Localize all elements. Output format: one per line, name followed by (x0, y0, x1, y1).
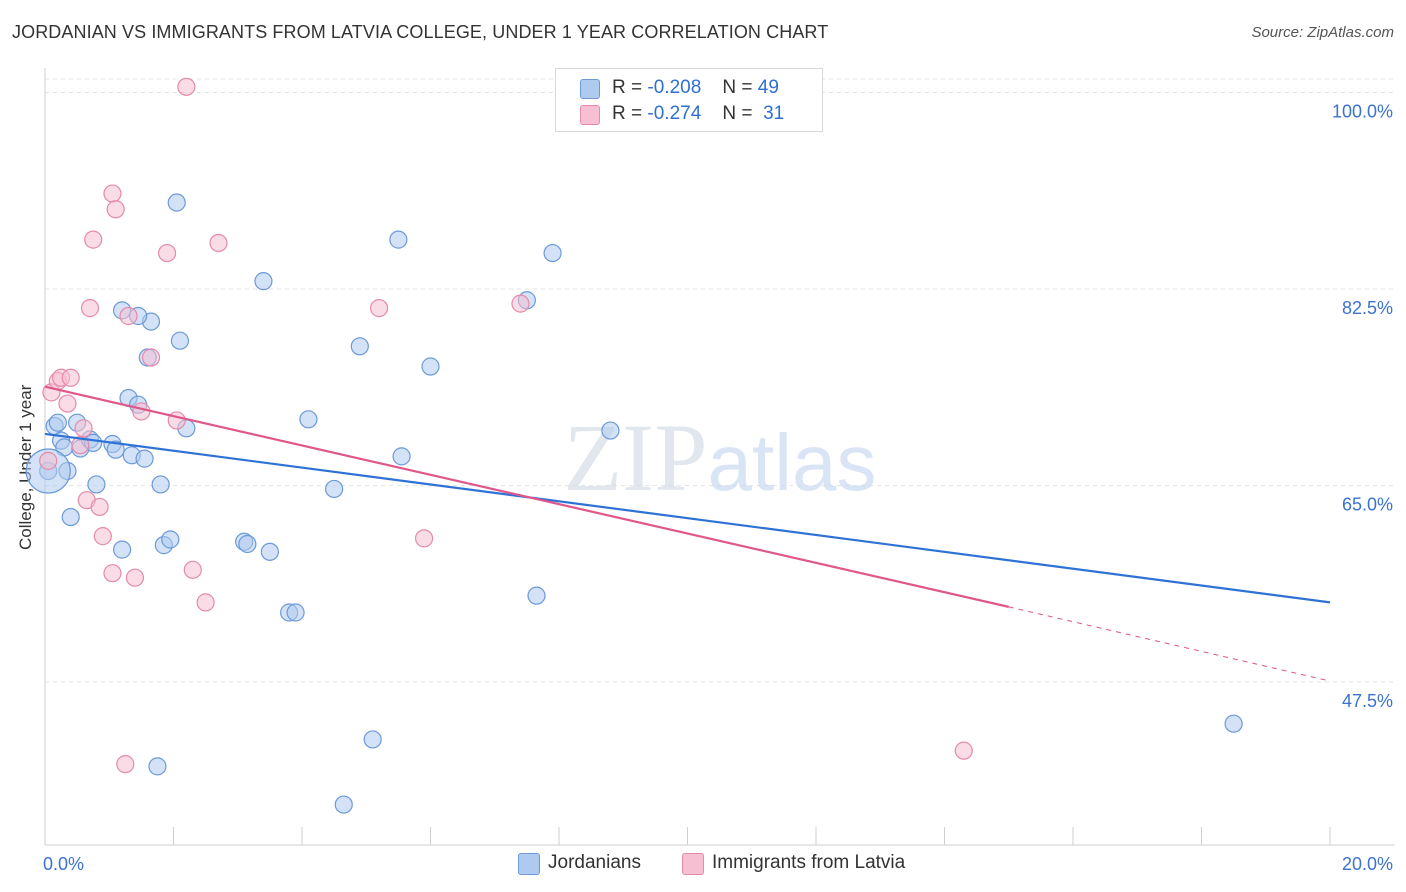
jordanian-point (260, 542, 279, 561)
latvia-point (954, 741, 973, 760)
jordanian-point (87, 475, 106, 494)
latvia-point (74, 419, 93, 438)
jordanian-point (167, 193, 186, 212)
legend-r-value: -0.274 (647, 103, 702, 124)
legend-swatch-pink (580, 105, 600, 125)
legend-swatch-blue (580, 79, 600, 99)
watermark: ZIPatlas (564, 404, 877, 511)
latvia-point (196, 593, 215, 612)
watermark-zip: ZIP (564, 404, 708, 511)
latvia-point (183, 560, 202, 579)
latvia-point (141, 348, 161, 367)
jordanian-point (363, 730, 382, 749)
y-tick-labels: 47.5% 65.0% 82.5% 100.0% (1332, 101, 1393, 711)
latvia-point (93, 527, 112, 546)
watermark-atlas: atlas (708, 418, 877, 507)
bottom-legend-label: Jordanians (548, 852, 641, 873)
chart-title: JORDANIAN VS IMMIGRANTS FROM LATVIA COLL… (12, 22, 829, 42)
bottom-legend-label: Immigrants from Latvia (712, 852, 906, 873)
jordanian-point (543, 243, 562, 263)
jordanian-point (61, 507, 80, 527)
legend-n-value: 49 (757, 77, 779, 98)
jordanian-point (238, 534, 257, 554)
jordanian-point (254, 272, 273, 291)
latvia-trend-line (44, 385, 1009, 608)
legend-r-label: R = (612, 77, 643, 98)
bottom-legend-swatch-blue (518, 853, 540, 875)
y-tick-label: 100.0% (1332, 101, 1393, 121)
legend-n-label: N = (722, 103, 753, 124)
jordanian-point (299, 410, 318, 429)
latvia-point (90, 497, 109, 517)
latvia-point (511, 294, 530, 313)
latvia-point (61, 368, 80, 387)
x-tick-labels: 0.0% 20.0% (43, 854, 1393, 874)
jordanian-point (1224, 714, 1243, 733)
legend-n-label: N = (722, 77, 753, 98)
latvia-point (80, 299, 100, 318)
jordanian-point (334, 795, 353, 814)
jordanian-large-point (25, 448, 71, 494)
jordanian-point (106, 440, 125, 459)
jordanian-point (601, 421, 620, 440)
jordanian-point (170, 331, 190, 350)
jordanian-point (48, 413, 67, 432)
x-tick-label: 0.0% (43, 854, 84, 874)
latvia-point (157, 243, 177, 263)
jordanian-trend-line (44, 432, 1331, 604)
legend-r-label: R = (612, 103, 643, 124)
y-tick-label: 65.0% (1342, 495, 1393, 515)
axes (44, 68, 1395, 846)
latvia-point (106, 200, 125, 219)
latvia-point (132, 402, 151, 421)
jordanian-point (350, 337, 369, 356)
latvia-point (103, 564, 122, 583)
jordanian-point (148, 757, 167, 776)
x-tick-label: 20.0% (1342, 854, 1393, 874)
latvia-point (209, 233, 228, 253)
jordanian-point (392, 447, 411, 466)
y-tick-label: 82.5% (1342, 298, 1393, 318)
y-tick-label: 47.5% (1342, 691, 1393, 711)
legend-n-value: 31 (763, 103, 785, 124)
jordanian-point (421, 357, 440, 376)
latvia-point (177, 77, 196, 96)
latvia-point (119, 306, 138, 326)
trend-lines (44, 385, 1331, 682)
data-points (25, 77, 1243, 814)
jordanian-point (286, 603, 305, 622)
jordanian-point (112, 540, 132, 559)
latvia-point (414, 529, 434, 548)
jordanian-point (325, 479, 344, 499)
source-label: Source: ZipAtlas.com (1251, 24, 1394, 41)
legend-r-value: -0.208 (647, 77, 702, 98)
latvia-point (125, 568, 145, 587)
latvia-point (39, 451, 58, 470)
latvia-point (370, 299, 389, 318)
grid-lines (45, 78, 1395, 683)
jordanian-point (151, 475, 170, 494)
correlation-legend: R = -0.208 N = 49 R = -0.274 N = 31 (555, 68, 823, 132)
bottom-legend-swatch-pink (682, 853, 704, 875)
latvia-point (103, 184, 122, 203)
jordanian-point (161, 530, 180, 549)
latvia-point (116, 755, 135, 774)
jordanian-point (135, 449, 154, 468)
jordanian-point (389, 230, 408, 249)
latvia-point (84, 230, 103, 249)
jordanian-point (527, 586, 546, 605)
latvia-point (58, 394, 77, 413)
latvia-trend-extension (1008, 606, 1331, 682)
